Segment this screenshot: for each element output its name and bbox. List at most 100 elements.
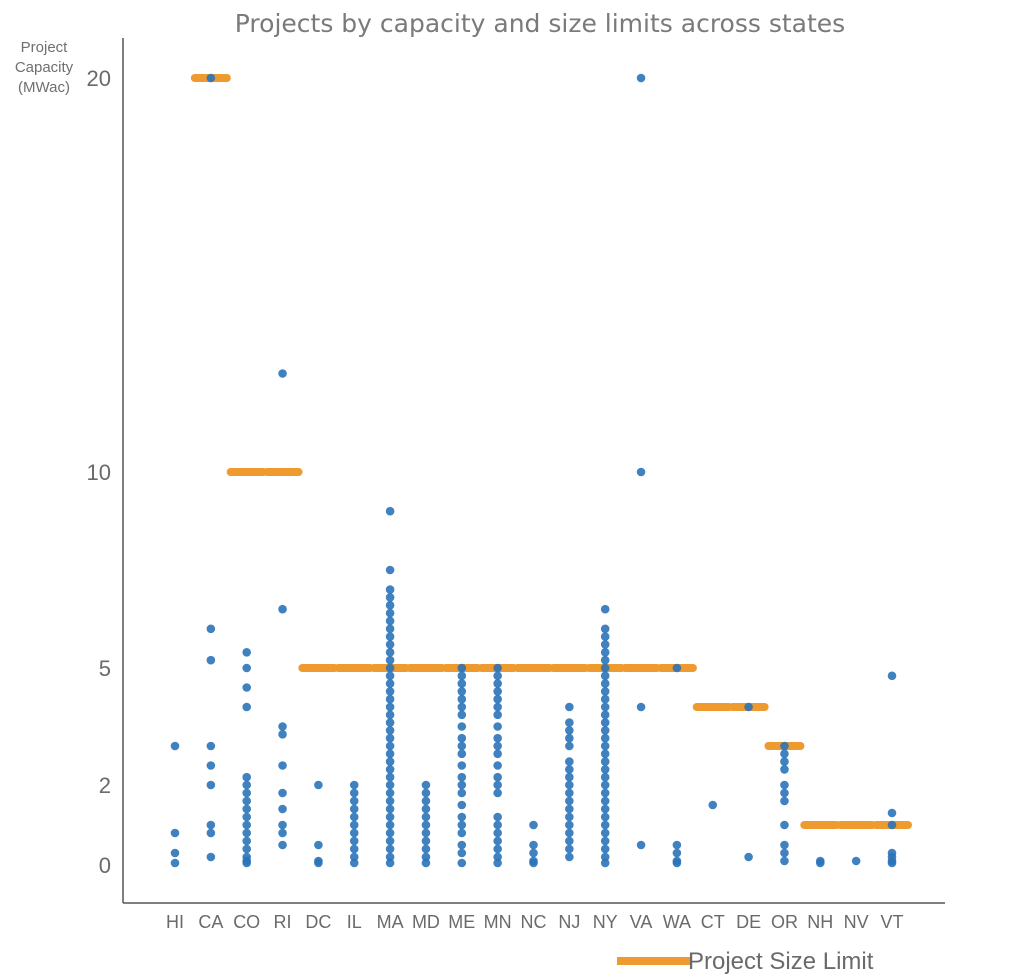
project-point-ma (385, 765, 395, 774)
project-point-ny (600, 844, 610, 854)
project-point-ma (385, 655, 395, 665)
project-point-mn (493, 741, 502, 751)
project-point-ny (600, 679, 610, 688)
project-point-il (349, 804, 359, 814)
project-point-ny (600, 624, 610, 634)
project-point-ri (278, 722, 287, 731)
project-point-ma (385, 648, 395, 657)
project-point-mn (493, 820, 502, 830)
project-point-co (242, 772, 251, 782)
project-point-de (744, 852, 753, 862)
project-point-ny (600, 836, 610, 846)
project-point-mn (493, 722, 502, 731)
project-point-md (421, 852, 431, 862)
project-point-mn (493, 687, 502, 696)
project-point-ma (385, 852, 395, 862)
project-point-ny (600, 858, 610, 868)
project-point-ma (385, 828, 395, 838)
project-point-vt (887, 808, 897, 818)
x-tick-label: HI (166, 912, 184, 932)
project-point-co (242, 828, 251, 838)
y-tick-label: 2 (99, 773, 111, 798)
project-point-ri (278, 604, 287, 614)
project-point-ca (206, 761, 216, 770)
x-tick-label: NV (844, 912, 869, 932)
project-point-nc (529, 848, 538, 858)
project-point-ny (600, 604, 610, 614)
project-point-mn (493, 852, 502, 862)
project-point-nj (565, 788, 574, 798)
project-point-ma (385, 858, 395, 868)
project-point-nj (565, 844, 574, 854)
legend-label: Project Size Limit (688, 948, 874, 975)
project-point-md (421, 858, 431, 868)
project-point-ny (600, 640, 610, 649)
project-point-ca (206, 820, 216, 830)
project-point-nj (565, 804, 574, 814)
project-point-ca (206, 780, 216, 790)
project-point-ri (278, 761, 287, 770)
project-point-me (457, 687, 467, 696)
project-point-nj (565, 852, 574, 862)
y-tick-label: 5 (99, 656, 111, 681)
project-point-ny (600, 702, 610, 712)
y-tick-label: 0 (99, 853, 111, 878)
project-point-ma (385, 718, 395, 727)
project-point-ca (206, 852, 216, 862)
project-point-ny (600, 812, 610, 822)
project-point-ny (600, 749, 610, 759)
project-point-me (457, 663, 467, 673)
project-point-me (457, 788, 467, 798)
project-point-nj (565, 780, 574, 790)
project-point-ri (278, 804, 287, 814)
project-point-mn (493, 671, 502, 681)
project-point-ma (385, 710, 395, 720)
project-point-ma (385, 624, 395, 634)
project-point-ri (278, 730, 287, 739)
y-axis-label-line-1: Project (21, 39, 69, 56)
x-tick-label: WA (663, 912, 691, 932)
project-point-vt (887, 820, 897, 830)
x-tick-label: CA (198, 912, 223, 932)
project-point-ny (600, 828, 610, 838)
project-point-or (780, 765, 789, 774)
project-point-wa (672, 858, 682, 868)
project-point-ny (600, 632, 610, 641)
project-point-ny (600, 757, 610, 766)
project-point-ma (385, 694, 395, 704)
x-tick-label: NH (807, 912, 833, 932)
project-point-il (349, 852, 359, 862)
project-point-il (349, 788, 359, 798)
project-point-ma (385, 749, 395, 759)
project-point-ny (600, 772, 610, 782)
project-point-ma (385, 733, 395, 743)
project-point-ca (206, 655, 216, 665)
project-point-wa (672, 848, 682, 858)
project-point-va (636, 702, 646, 712)
project-point-me (457, 679, 467, 688)
project-point-nj (565, 741, 574, 751)
project-point-ma (385, 757, 395, 766)
project-point-mn (493, 663, 502, 673)
project-point-dc (314, 780, 323, 790)
project-point-co (242, 683, 251, 692)
project-point-me (457, 858, 467, 868)
y-axis-label: Project Capacity (MWac) (15, 39, 74, 96)
project-point-mn (493, 780, 502, 790)
project-point-ny (600, 780, 610, 790)
project-point-ny (600, 733, 610, 743)
project-point-md (421, 804, 431, 814)
project-point-me (457, 702, 467, 712)
project-point-ca (206, 741, 216, 751)
x-tick-label: RI (274, 912, 292, 932)
project-point-ny (600, 796, 610, 806)
project-point-md (421, 788, 431, 798)
x-tick-label: MA (377, 912, 404, 932)
project-point-me (457, 812, 467, 822)
project-point-mn (493, 710, 502, 720)
x-tick-label: CO (233, 912, 260, 932)
project-point-co (242, 804, 251, 814)
project-point-ri (278, 369, 287, 378)
project-point-ma (385, 788, 395, 798)
project-point-me (457, 733, 467, 743)
